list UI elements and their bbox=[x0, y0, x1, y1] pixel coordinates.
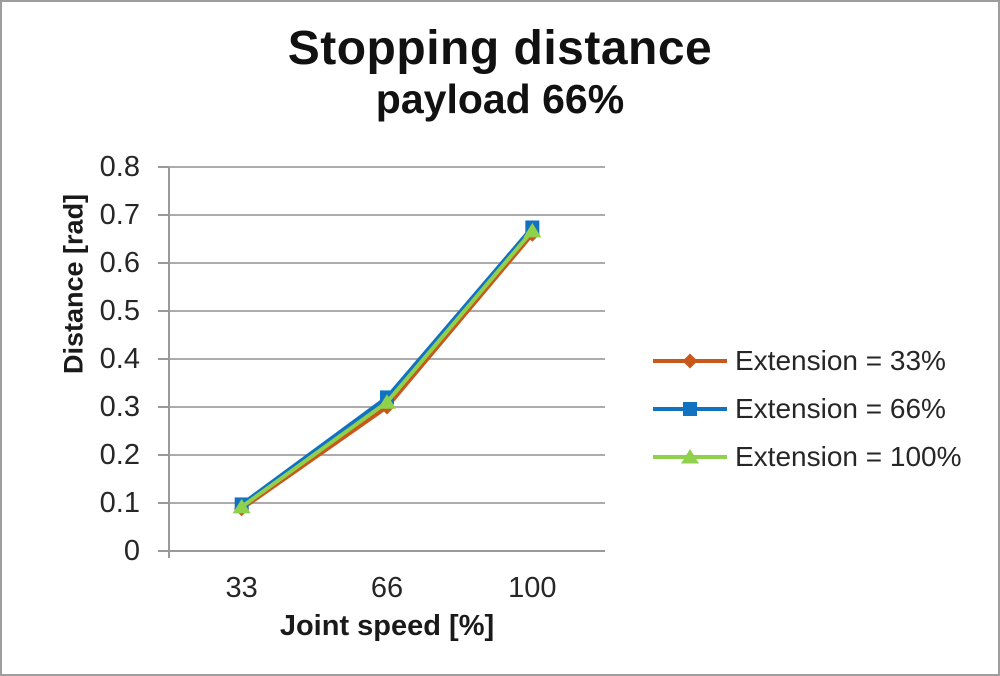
legend-label: Extension = 100% bbox=[735, 441, 962, 472]
y-tick-label: 0 bbox=[123, 535, 140, 567]
triangle-marker-icon bbox=[378, 394, 396, 409]
x-tick-label: 66 bbox=[370, 572, 404, 604]
title-block: Stopping distance payload 66% bbox=[2, 22, 998, 122]
legend-item: Extension = 66% bbox=[652, 385, 962, 433]
legend-item: Extension = 100% bbox=[652, 433, 962, 481]
square-marker-icon bbox=[683, 402, 697, 416]
x-axis-title: Joint speed [%] bbox=[279, 610, 495, 642]
y-tick-label: 0.3 bbox=[99, 391, 140, 423]
series-line bbox=[240, 226, 534, 507]
legend-label: Extension = 33% bbox=[735, 345, 946, 376]
y-tick-label: 0.2 bbox=[99, 439, 140, 471]
y-tick-label: 0.6 bbox=[99, 247, 140, 279]
y-tick-label: 0.5 bbox=[99, 295, 140, 327]
legend: Extension = 33% Extension = 66% Extension … bbox=[652, 337, 962, 481]
y-tick-label: 0.8 bbox=[99, 151, 140, 183]
y-tick-label: 0.1 bbox=[99, 487, 140, 519]
triangle-marker-icon bbox=[232, 498, 251, 514]
legend-key-icon bbox=[653, 353, 727, 369]
chart-title: Stopping distance bbox=[287, 22, 713, 75]
legend-key-icon bbox=[653, 449, 727, 464]
legend-item: Extension = 33% bbox=[652, 337, 962, 385]
chart-subtitle: payload 66% bbox=[375, 76, 625, 122]
legend-label: Extension = 66% bbox=[735, 393, 946, 424]
x-tick-label: 33 bbox=[225, 572, 258, 604]
y-tick-label: 0.7 bbox=[99, 199, 140, 231]
diamond-marker-icon bbox=[682, 353, 698, 369]
legend-key-icon bbox=[653, 402, 727, 416]
series-line bbox=[240, 229, 534, 509]
triangle-marker-icon bbox=[681, 449, 699, 464]
y-tick-label: 0.4 bbox=[99, 343, 140, 375]
triangle-marker-icon bbox=[523, 222, 542, 238]
x-tick-label: 100 bbox=[508, 572, 557, 604]
